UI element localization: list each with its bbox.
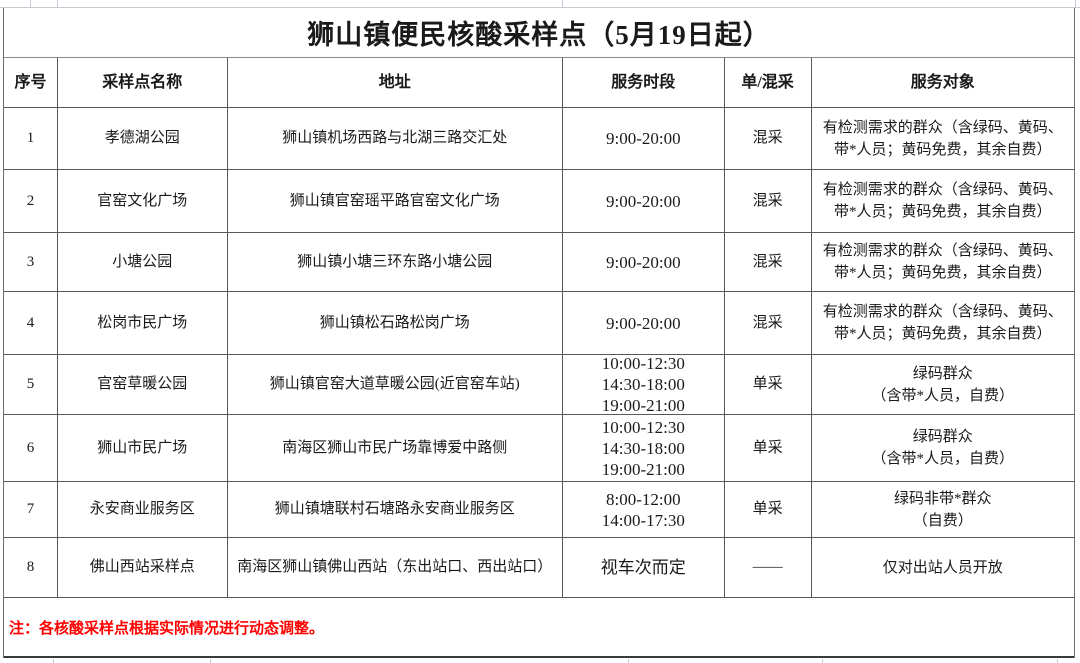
gridline (562, 0, 563, 7)
cell-index: 4 (4, 292, 58, 354)
cell-target: 有检测需求的群众（含绿码、黄码、 带*人员；黄码免费，其余自费） (822, 304, 1063, 342)
cell-address: 狮山镇松石路松岗广场 (228, 292, 563, 354)
gridline (53, 659, 54, 663)
cell-target: 有检测需求的群众（含绿码、黄码、 带*人员；黄码免费，其余自费） (822, 243, 1063, 281)
cell-index: 6 (4, 415, 58, 481)
cell-index: 2 (4, 170, 58, 232)
cell-name: 佛山西站采样点 (58, 538, 228, 597)
gridline (628, 659, 629, 663)
cell-hours: 8:00-12:00 14:00-17:30 (563, 482, 725, 537)
cell-hours: 10:00-12:30 14:30-18:00 19:00-21:00 (563, 415, 725, 481)
cell-mode: 单采 (725, 415, 812, 481)
cell-hours: 9:00-20:00 (563, 292, 725, 354)
cell-target: 有检测需求的群众（含绿码、黄码、 带*人员；黄码免费，其余自费） (822, 182, 1063, 220)
cell-index: 7 (4, 482, 58, 537)
table-row: 1 孝德湖公园 狮山镇机场西路与北湖三路交汇处 9:00-20:00 混采 有检… (4, 108, 1074, 170)
cell-index: 5 (4, 355, 58, 414)
col-header-name: 采样点名称 (58, 58, 228, 107)
cell-name: 永安商业服务区 (58, 482, 228, 537)
table-header-row: 序号 采样点名称 地址 服务时段 单/混采 服务对象 (4, 58, 1074, 108)
cell-address: 狮山镇官窑大道草暖公园(近官窑车站) (228, 355, 563, 414)
table-row: 6 狮山市民广场 南海区狮山市民广场靠博爱中路侧 10:00-12:30 14:3… (4, 415, 1074, 482)
cell-address: 南海区狮山市民广场靠博爱中路侧 (228, 415, 563, 481)
gridline (1057, 659, 1058, 663)
cell-index: 8 (4, 538, 58, 597)
table-row: 8 佛山西站采样点 南海区狮山镇佛山西站（东出站口、西出站口） 视车次而定 ——… (4, 538, 1074, 598)
cell-mode: 单采 (725, 482, 812, 537)
table-row: 2 官窑文化广场 狮山镇官窑瑶平路官窑文化广场 9:00-20:00 混采 有检… (4, 170, 1074, 233)
gridline (57, 0, 58, 7)
col-header-address: 地址 (228, 58, 563, 107)
page-title: 狮山镇便民核酸采样点（5月19日起） (307, 20, 771, 50)
cell-address: 狮山镇官窑瑶平路官窑文化广场 (228, 170, 563, 232)
table-title-row: 狮山镇便民核酸采样点（5月19日起） (4, 8, 1074, 58)
table-row: 3 小塘公园 狮山镇小塘三环东路小塘公园 9:00-20:00 混采 有检测需求… (4, 233, 1074, 292)
cell-mode: 混采 (725, 108, 812, 169)
table-row: 4 松岗市民广场 狮山镇松石路松岗广场 9:00-20:00 混采 有检测需求的… (4, 292, 1074, 355)
col-header-mode: 单/混采 (725, 58, 812, 107)
cell-mode: 混采 (725, 292, 812, 354)
cell-mode: 混采 (725, 233, 812, 291)
cell-mode: 混采 (725, 170, 812, 232)
cell-address: 南海区狮山镇佛山西站（东出站口、西出站口） (228, 538, 563, 597)
cell-name: 官窑草暖公园 (58, 355, 228, 414)
footnote: 注：各核酸采样点根据实际情况进行动态调整。 (9, 620, 325, 637)
cell-address: 狮山镇机场西路与北湖三路交汇处 (228, 108, 563, 169)
cell-target: 绿码群众 （含带*人员，自费） (871, 365, 1014, 404)
cell-target: 仅对出站人员开放 (882, 559, 1003, 576)
col-header-target: 服务对象 (910, 73, 975, 91)
cell-address: 狮山镇小塘三环东路小塘公园 (228, 233, 563, 291)
cell-name: 孝德湖公园 (58, 108, 228, 169)
cell-name: 小塘公园 (58, 233, 228, 291)
cell-name: 松岗市民广场 (58, 292, 228, 354)
gridline (822, 659, 823, 663)
cell-hours: 10:00-12:30 14:30-18:00 19:00-21:00 (563, 354, 725, 415)
sampling-points-table: 狮山镇便民核酸采样点（5月19日起） 序号 采样点名称 地址 服务时段 单/混采… (3, 8, 1075, 658)
footnote-row: 注：各核酸采样点根据实际情况进行动态调整。 (4, 598, 1074, 658)
cell-hours: 9:00-20:00 (563, 170, 725, 232)
cell-target: 绿码群众 （含带*人员，自费） (871, 429, 1014, 467)
cell-address: 狮山镇塘联村石塘路永安商业服务区 (228, 482, 563, 537)
cell-hours: 9:00-20:00 (563, 108, 725, 169)
cell-index: 1 (4, 108, 58, 169)
cell-hours: 视车次而定 (563, 538, 725, 597)
cell-hours: 9:00-20:00 (563, 233, 725, 291)
gridline (30, 0, 31, 7)
cell-target: 有检测需求的群众（含绿码、黄码、 带*人员；黄码免费，其余自费） (822, 119, 1063, 158)
cell-index: 3 (4, 233, 58, 291)
gridline (1075, 0, 1076, 7)
cell-mode: —— (725, 538, 812, 597)
table-row: 5 官窑草暖公园 狮山镇官窑大道草暖公园(近官窑车站) 10:00-12:30 1… (4, 354, 1074, 415)
table-body: 1 孝德湖公园 狮山镇机场西路与北湖三路交汇处 9:00-20:00 混采 有检… (4, 108, 1074, 598)
table-row: 7 永安商业服务区 狮山镇塘联村石塘路永安商业服务区 8:00-12:00 14:… (4, 482, 1074, 538)
cell-name: 官窑文化广场 (58, 170, 228, 232)
gridline (0, 7, 1080, 8)
gridline (210, 659, 211, 663)
col-header-index: 序号 (4, 58, 58, 107)
cell-target: 绿码非带*群众 （自费） (893, 490, 992, 529)
cell-mode: 单采 (725, 355, 812, 414)
cell-name: 狮山市民广场 (58, 415, 228, 481)
col-header-hours: 服务时段 (563, 58, 725, 107)
